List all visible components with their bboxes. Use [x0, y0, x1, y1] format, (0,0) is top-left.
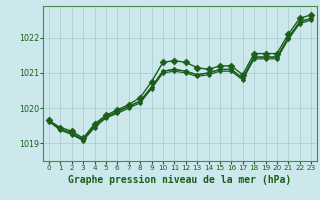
X-axis label: Graphe pression niveau de la mer (hPa): Graphe pression niveau de la mer (hPa) [68, 175, 292, 185]
